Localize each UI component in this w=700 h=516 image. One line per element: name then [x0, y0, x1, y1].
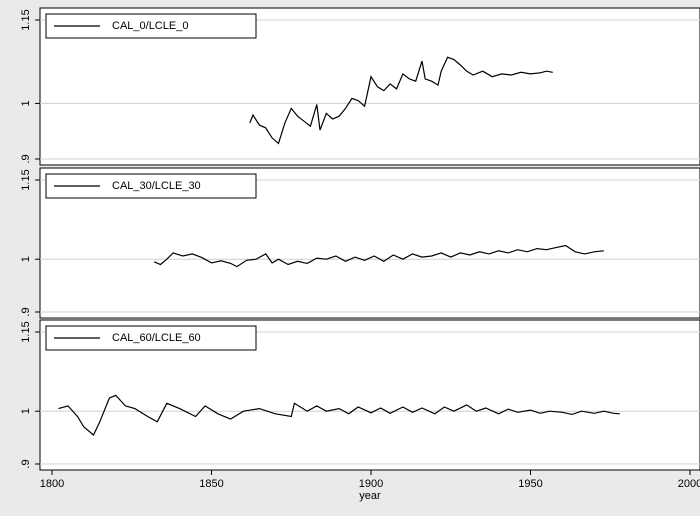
x-axis-title: year [359, 490, 381, 502]
legend-label: CAL_60/LCLE_60 [112, 332, 201, 344]
line [58, 394, 620, 436]
x-tick-label: 2000 [678, 478, 700, 490]
line [249, 56, 553, 145]
legend-box [45, 173, 257, 199]
y-tick-label: 1 [20, 100, 32, 106]
x-tick-label: 1850 [199, 478, 223, 490]
y-tick-label: 1 [20, 408, 32, 414]
line [153, 244, 604, 268]
y-tick-label: 1.15 [20, 169, 32, 190]
legend-box [45, 325, 257, 351]
y-tick-label: 1.15 [20, 321, 32, 342]
x-tick-label: 1800 [40, 478, 64, 490]
y-tick-label: .9 [20, 307, 32, 316]
legend-label: CAL_0/LCLE_0 [112, 20, 188, 32]
x-tick-label: 1900 [359, 478, 383, 490]
x-tick-label: 1950 [518, 478, 542, 490]
y-tick-label: .9 [20, 459, 32, 468]
y-tick-label: 1 [20, 256, 32, 262]
y-tick-label: .9 [20, 154, 32, 163]
y-tick-label: 1.15 [20, 9, 32, 30]
legend-label: CAL_30/LCLE_30 [112, 180, 201, 192]
